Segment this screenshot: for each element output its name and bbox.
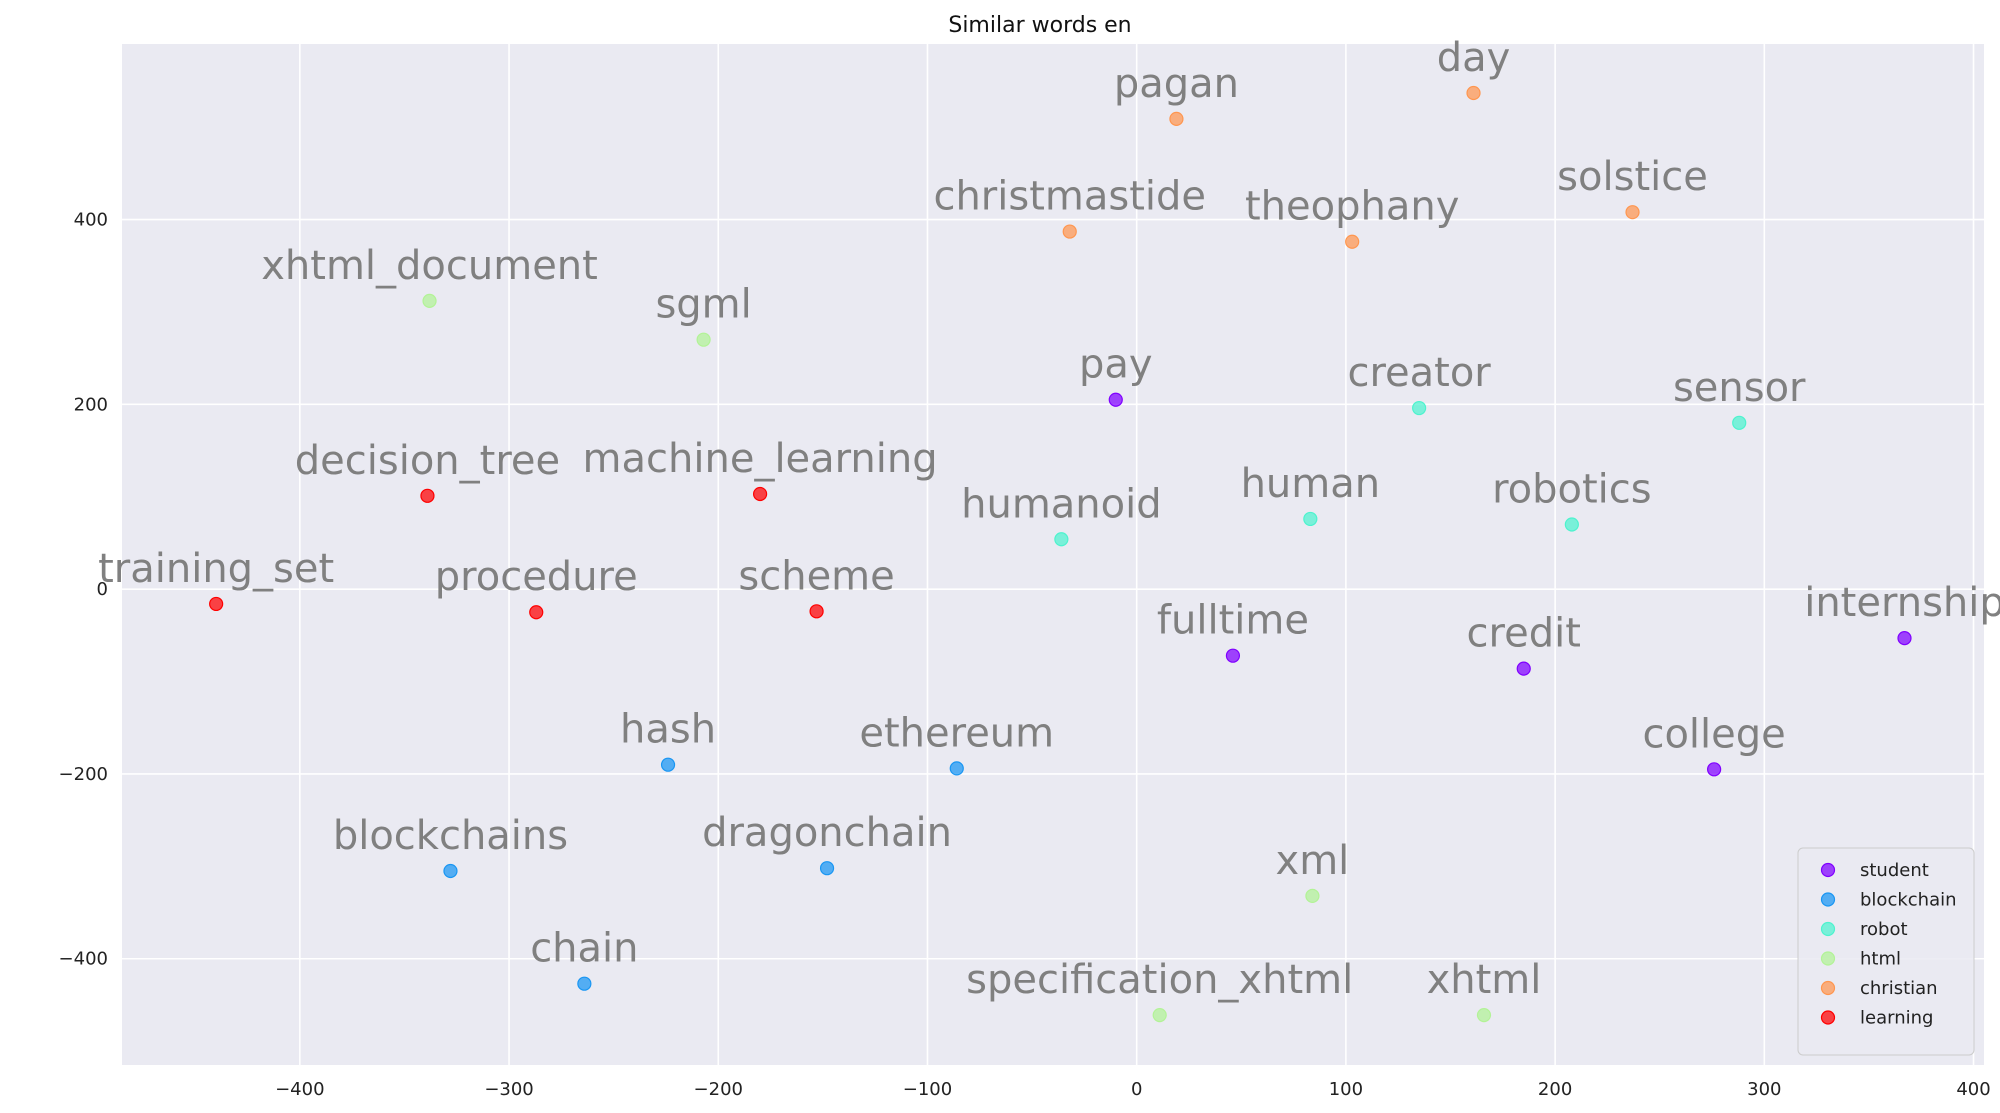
data-point-html-xhtml xyxy=(1476,1008,1492,1023)
data-point-learning-scheme xyxy=(809,604,824,619)
point-label: human xyxy=(1241,461,1381,507)
point-label: pagan xyxy=(1114,61,1239,107)
grid-lines xyxy=(122,44,1984,1065)
x-axis-ticks: −400 −300 −200 −100 0 100 200 300 400 xyxy=(275,1079,1991,1100)
data-point-blockchain-dragonchain xyxy=(819,861,835,876)
legend-marker-html xyxy=(1820,951,1836,966)
point-label: day xyxy=(1437,35,1511,81)
point-label: dragonchain xyxy=(702,810,952,856)
x-tick-label: 200 xyxy=(1538,1079,1572,1100)
data-point-student-internship xyxy=(1897,631,1912,646)
data-point-blockchain-ethereum xyxy=(949,761,964,776)
y-tick-label: 200 xyxy=(74,394,108,415)
data-point-blockchain-blockchains xyxy=(443,863,458,879)
legend: student blockchain robot html christian learn… xyxy=(1797,847,1975,1056)
x-tick-label: 0 xyxy=(1131,1079,1142,1100)
point-label: solstice xyxy=(1557,154,1708,200)
point-labels: pay fulltime credit internship college hash et… xyxy=(98,35,2000,1003)
x-tick-label: 400 xyxy=(1956,1079,1990,1100)
y-tick-label: 400 xyxy=(74,210,108,231)
point-label: procedure xyxy=(435,554,638,600)
point-label: xhtml xyxy=(1427,957,1542,1003)
x-tick-label: −200 xyxy=(694,1079,743,1100)
legend-label-student: student xyxy=(1860,860,1929,881)
legend-marker-robot xyxy=(1820,921,1836,937)
legend-label-christian: christian xyxy=(1860,978,1938,999)
data-point-html-sgml xyxy=(696,332,711,347)
point-label: christmastide xyxy=(933,174,1206,220)
point-label: scheme xyxy=(738,553,894,599)
data-point-robot-human xyxy=(1303,511,1318,527)
legend-label-robot: robot xyxy=(1860,919,1908,940)
data-point-christian-christmastide xyxy=(1062,224,1077,239)
data-point-robot-robotics xyxy=(1564,517,1579,532)
point-label: training_set xyxy=(98,546,334,592)
legend-marker-student xyxy=(1820,862,1836,878)
point-label: fulltime xyxy=(1157,598,1309,644)
point-label: sgml xyxy=(655,282,751,328)
data-point-student-credit xyxy=(1516,661,1531,676)
y-axis-ticks: −400 −200 0 200 400 xyxy=(59,210,108,970)
data-point-blockchain-hash xyxy=(660,757,676,772)
data-point-learning-training_set xyxy=(209,596,224,612)
point-label: theophany xyxy=(1245,184,1459,230)
point-label: specification_xhtml xyxy=(966,957,1353,1003)
data-point-learning-machine_learning xyxy=(753,486,768,502)
point-label: ethereum xyxy=(859,710,1054,756)
data-point-christian-solstice xyxy=(1625,205,1640,220)
point-label: chain xyxy=(530,926,638,972)
legend-box xyxy=(1797,847,1975,1056)
point-label: robotics xyxy=(1492,466,1652,512)
legend-marker-learning xyxy=(1820,1010,1836,1025)
point-label: hash xyxy=(620,707,716,753)
data-point-robot-creator xyxy=(1412,400,1427,416)
x-tick-label: −300 xyxy=(484,1079,533,1100)
data-points xyxy=(209,85,1912,1023)
data-point-student-college xyxy=(1707,762,1722,777)
point-label: blockchains xyxy=(333,813,568,859)
data-point-christian-pagan xyxy=(1169,111,1184,126)
point-label: internship xyxy=(1804,580,2000,626)
point-label: credit xyxy=(1467,611,1581,657)
point-label: xml xyxy=(1276,838,1350,884)
data-point-robot-humanoid xyxy=(1054,532,1069,547)
legend-marker-christian xyxy=(1820,980,1836,996)
data-point-html-xml xyxy=(1305,888,1320,904)
point-label: college xyxy=(1642,711,1785,757)
y-tick-label: 0 xyxy=(97,579,108,600)
data-point-html-specification_xhtml xyxy=(1152,1008,1167,1023)
chart-title: Similar words en xyxy=(948,13,1131,38)
point-label: sensor xyxy=(1673,365,1806,411)
data-point-html-xhtml_document xyxy=(422,293,437,308)
data-point-christian-theophany xyxy=(1345,234,1360,249)
data-point-blockchain-chain xyxy=(577,976,592,991)
point-label: machine_learning xyxy=(583,436,938,482)
data-point-robot-sensor xyxy=(1732,415,1747,430)
point-label: creator xyxy=(1347,350,1491,396)
plot-area xyxy=(122,44,1984,1065)
data-point-student-pay xyxy=(1108,392,1123,407)
x-tick-label: −400 xyxy=(275,1079,324,1100)
data-point-learning-procedure xyxy=(529,605,544,620)
legend-label-learning: learning xyxy=(1860,1008,1933,1029)
legend-label-blockchain: blockchain xyxy=(1860,890,1957,911)
y-tick-label: −400 xyxy=(59,949,108,970)
legend-marker-blockchain xyxy=(1820,892,1836,907)
point-label: xhtml_document xyxy=(261,243,598,289)
point-label: decision_tree xyxy=(295,438,560,484)
x-tick-label: 100 xyxy=(1329,1079,1363,1100)
data-point-learning-decision_tree xyxy=(420,488,435,503)
legend-label-html: html xyxy=(1860,949,1901,970)
data-point-student-fulltime xyxy=(1225,648,1241,663)
y-tick-label: −200 xyxy=(59,764,108,785)
x-tick-label: −100 xyxy=(903,1079,952,1100)
point-label: humanoid xyxy=(961,481,1162,527)
point-label: pay xyxy=(1079,342,1153,388)
x-tick-label: 300 xyxy=(1747,1079,1781,1100)
data-point-christian-day xyxy=(1466,85,1481,101)
